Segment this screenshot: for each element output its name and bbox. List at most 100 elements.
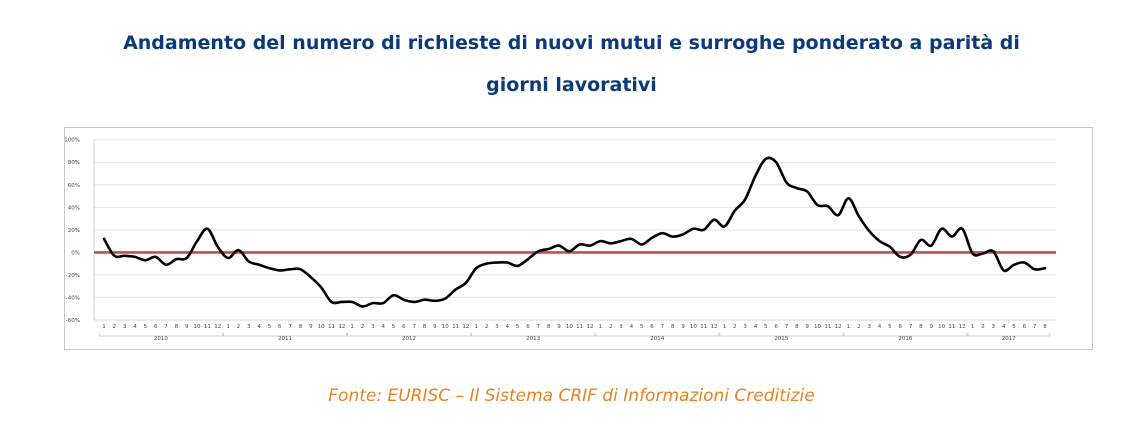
x-tick-month: 7 bbox=[537, 324, 541, 330]
x-tick-month: 3 bbox=[123, 324, 127, 330]
x-tick-month: 11 bbox=[576, 324, 583, 330]
x-tick-month: 1 bbox=[475, 324, 479, 330]
x-tick-month: 3 bbox=[867, 324, 871, 330]
x-tick-month: 6 bbox=[898, 324, 902, 330]
x-tick-month: 3 bbox=[743, 324, 747, 330]
x-tick-year: 2010 bbox=[154, 336, 168, 342]
x-tick-month: 9 bbox=[309, 324, 313, 330]
x-tick-year: 2013 bbox=[526, 336, 540, 342]
x-tick-month: 7 bbox=[909, 324, 913, 330]
x-tick-month: 12 bbox=[587, 324, 594, 330]
x-tick-month: 3 bbox=[619, 324, 623, 330]
year-bracket bbox=[719, 333, 844, 337]
x-tick-year: 2015 bbox=[774, 336, 788, 342]
y-tick-label: 60% bbox=[68, 183, 80, 189]
x-tick-month: 11 bbox=[204, 324, 211, 330]
x-tick-month: 2 bbox=[361, 324, 365, 330]
x-tick-month: 6 bbox=[650, 324, 654, 330]
x-tick-month: 4 bbox=[133, 324, 137, 330]
x-axis-month-labels: 1 2 3 4 5 6 7 8 9 10 11 12 1 2 3 4 5 6 7 8 9 10 11 12 1 2 3 4 5 6 7 8 9 1… bbox=[102, 324, 1047, 330]
x-tick-month: 6 bbox=[278, 324, 282, 330]
x-tick-month: 5 bbox=[640, 324, 644, 330]
x-tick-month: 8 bbox=[919, 324, 923, 330]
x-tick-month: 9 bbox=[557, 324, 561, 330]
x-axis-year-groups: 2010 2011 2012 2013 2014 2015 2016 2017 bbox=[98, 333, 1051, 342]
x-tick-month: 2 bbox=[733, 324, 737, 330]
x-tick-month: 12 bbox=[959, 324, 966, 330]
x-tick-month: 8 bbox=[175, 324, 179, 330]
year-bracket bbox=[595, 333, 720, 337]
chart-title-line2: giorni lavorativi bbox=[486, 74, 657, 96]
x-tick-month: 11 bbox=[328, 324, 335, 330]
x-tick-month: 7 bbox=[288, 324, 292, 330]
x-tick-month: 11 bbox=[824, 324, 831, 330]
x-tick-year: 2017 bbox=[1002, 336, 1016, 342]
x-tick-month: 4 bbox=[381, 324, 385, 330]
y-tick-label: -20% bbox=[66, 273, 80, 279]
x-tick-month: 1 bbox=[350, 324, 354, 330]
y-tick-label: 40% bbox=[68, 205, 80, 211]
gridlines bbox=[94, 139, 1056, 321]
x-tick-month: 4 bbox=[630, 324, 634, 330]
x-tick-month: 2 bbox=[609, 324, 613, 330]
x-tick-month: 7 bbox=[661, 324, 665, 330]
x-tick-month: 7 bbox=[164, 324, 168, 330]
year-bracket bbox=[347, 333, 472, 337]
x-tick-month: 12 bbox=[338, 324, 345, 330]
y-tick-label: 0% bbox=[71, 250, 80, 256]
x-tick-month: 2 bbox=[113, 324, 117, 330]
year-bracket bbox=[843, 333, 968, 337]
x-tick-month: 7 bbox=[785, 324, 789, 330]
year-bracket bbox=[967, 333, 1051, 337]
x-tick-month: 8 bbox=[423, 324, 427, 330]
x-tick-year: 2011 bbox=[278, 336, 292, 342]
x-tick-month: 12 bbox=[214, 324, 221, 330]
x-tick-month: 9 bbox=[185, 324, 189, 330]
x-tick-year: 2016 bbox=[898, 336, 912, 342]
x-tick-month: 6 bbox=[154, 324, 158, 330]
x-tick-year: 2012 bbox=[402, 336, 416, 342]
x-tick-month: 5 bbox=[1012, 324, 1016, 330]
x-tick-month: 3 bbox=[371, 324, 375, 330]
x-tick-month: 7 bbox=[412, 324, 416, 330]
y-tick-label: -60% bbox=[66, 318, 80, 324]
y-tick-label: 100% bbox=[65, 138, 80, 144]
x-tick-month: 10 bbox=[566, 324, 573, 330]
x-tick-month: 9 bbox=[681, 324, 685, 330]
x-tick-month: 2 bbox=[485, 324, 489, 330]
x-tick-month: 1 bbox=[723, 324, 727, 330]
x-tick-month: 2 bbox=[857, 324, 861, 330]
x-tick-month: 4 bbox=[506, 324, 510, 330]
chart-title: Andamento del numero di richieste di nuo… bbox=[0, 22, 1143, 106]
x-tick-month: 8 bbox=[1043, 324, 1047, 330]
x-tick-month: 1 bbox=[599, 324, 603, 330]
source-caption: Fonte: EURISC – Il Sistema CRIF di Infor… bbox=[328, 386, 815, 406]
x-tick-month: 5 bbox=[392, 324, 396, 330]
year-bracket bbox=[471, 333, 596, 337]
x-tick-month: 5 bbox=[888, 324, 892, 330]
x-tick-month: 3 bbox=[992, 324, 996, 330]
y-tick-label: -40% bbox=[66, 295, 80, 301]
x-tick-month: 5 bbox=[516, 324, 520, 330]
series-line bbox=[102, 156, 1047, 308]
x-tick-month: 12 bbox=[462, 324, 469, 330]
x-tick-month: 2 bbox=[237, 324, 241, 330]
x-tick-month: 3 bbox=[247, 324, 251, 330]
x-tick-month: 6 bbox=[774, 324, 778, 330]
x-tick-month: 10 bbox=[814, 324, 821, 330]
year-bracket bbox=[98, 333, 223, 337]
x-tick-month: 1 bbox=[847, 324, 851, 330]
x-tick-month: 9 bbox=[805, 324, 809, 330]
y-axis-labels: 100% 80% 60% 40% 20% 0% -20% -40% -60% bbox=[65, 138, 80, 324]
x-tick-month: 4 bbox=[257, 324, 261, 330]
x-tick-month: 1 bbox=[971, 324, 975, 330]
year-bracket bbox=[222, 333, 347, 337]
x-tick-month: 10 bbox=[938, 324, 945, 330]
chart-title-line1: Andamento del numero di richieste di nuo… bbox=[123, 32, 1020, 54]
x-tick-month: 12 bbox=[711, 324, 718, 330]
x-tick-month: 4 bbox=[878, 324, 882, 330]
x-tick-month: 10 bbox=[194, 324, 201, 330]
y-tick-label: 80% bbox=[68, 160, 80, 166]
x-tick-month: 9 bbox=[930, 324, 934, 330]
